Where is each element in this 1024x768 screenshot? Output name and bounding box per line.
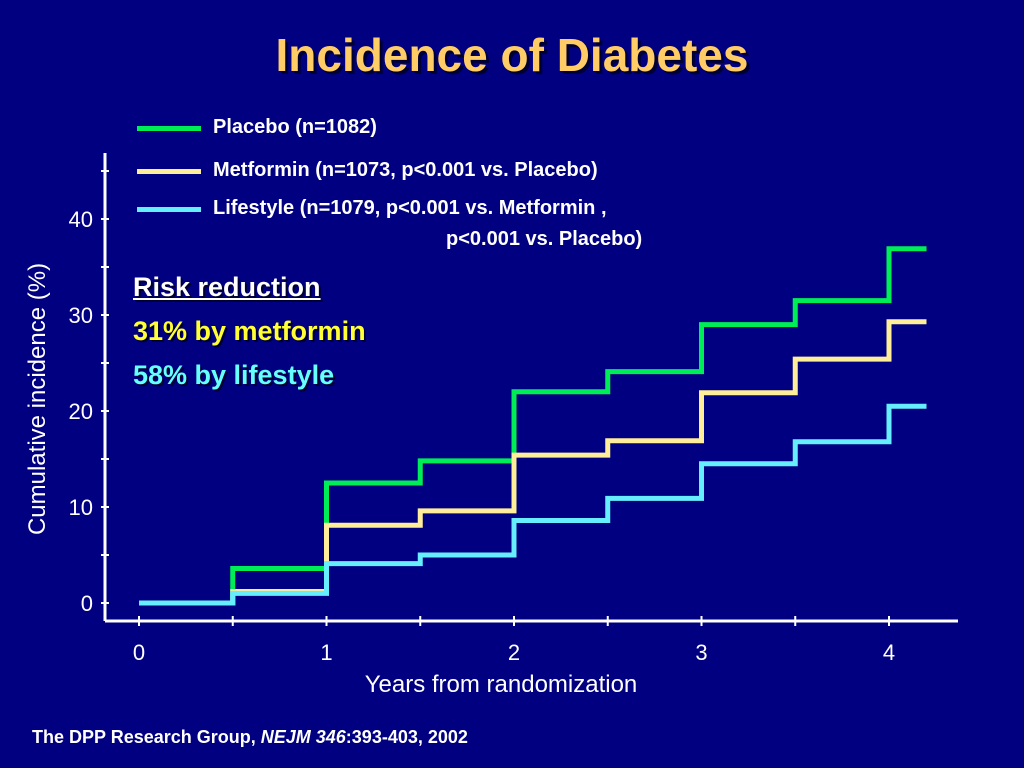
- legend-label-placebo: Placebo (n=1082): [213, 116, 377, 138]
- citation-journal: NEJM 346: [260, 727, 346, 747]
- series-line-lifestyle: [139, 403, 927, 606]
- x-tick-label: 1: [320, 640, 332, 665]
- x-tick-label: 4: [883, 640, 895, 665]
- x-tick-label: 2: [508, 640, 520, 665]
- legend-label-metformin: Metformin (n=1073, p<0.001 vs. Placebo): [213, 159, 598, 181]
- y-tick-label: 0: [81, 591, 93, 616]
- y-tick-label: 20: [69, 399, 93, 424]
- legend-label-lifestyle-cont: p<0.001 vs. Placebo): [446, 228, 643, 250]
- x-tick-label: 3: [695, 640, 707, 665]
- risk-reduction-metformin: 31% by metformin: [133, 316, 366, 346]
- citation: The DPP Research Group, NEJM 346:393-403…: [32, 727, 468, 748]
- series-line-placebo: [139, 246, 927, 606]
- legend-swatch-metformin: [137, 169, 201, 174]
- citation-prefix: The DPP Research Group,: [32, 727, 261, 747]
- legend-label-lifestyle: Lifestyle (n=1079, p<0.001 vs. Metformin…: [213, 197, 607, 219]
- chart-axes: [101, 153, 958, 626]
- legend-swatch-lifestyle: [137, 207, 201, 212]
- x-tick-label: 0: [133, 640, 145, 665]
- y-tick-label: 10: [69, 495, 93, 520]
- citation-suffix: :393-403, 2002: [345, 727, 468, 747]
- chart-tick-labels: 0 10 20 30 40 0 1 2 3 4: [69, 207, 896, 665]
- legend-swatch-placebo: [137, 126, 201, 131]
- risk-reduction-lifestyle: 58% by lifestyle: [133, 360, 335, 390]
- y-tick-label: 30: [69, 303, 93, 328]
- x-axis-label: Years from randomization: [365, 671, 638, 698]
- y-axis-label: Cumulative incidence (%): [24, 263, 51, 535]
- slide-title: Incidence of Diabetes: [275, 29, 749, 81]
- risk-reduction-heading: Risk reduction: [133, 272, 321, 302]
- chart-series-layer: [139, 246, 927, 606]
- y-tick-label: 40: [69, 207, 93, 232]
